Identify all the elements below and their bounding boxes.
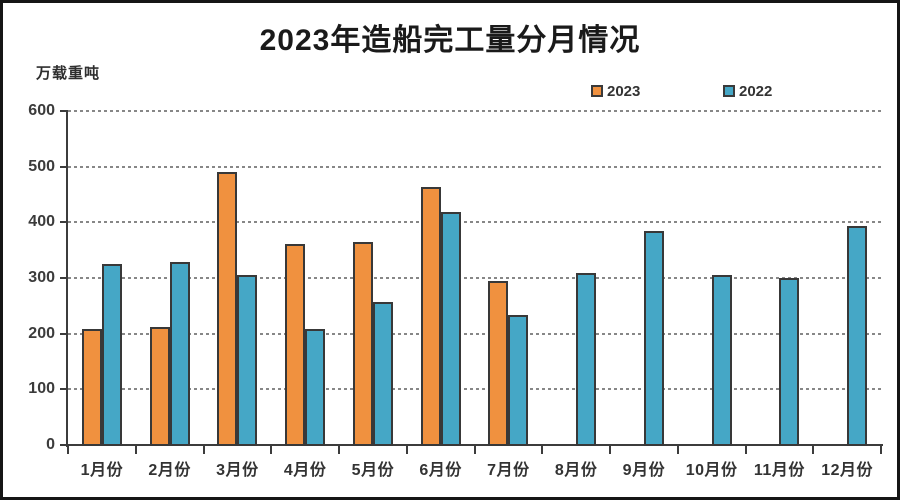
y-tick-500 xyxy=(60,165,68,168)
y-tick-300 xyxy=(60,277,68,279)
bar-2023-m1 xyxy=(82,329,102,446)
bar-2023-m7 xyxy=(488,281,508,446)
y-tick-label-300: 300 xyxy=(28,269,55,286)
bar-2023-m6 xyxy=(421,187,441,446)
x-label-m2: 2月份 xyxy=(148,462,191,479)
bar-2022-m5 xyxy=(373,302,393,446)
y-tick-label-600: 600 xyxy=(28,102,55,119)
x-tick-3 xyxy=(270,446,273,454)
legend-label-2023: 2023 xyxy=(607,82,641,100)
y-tick-label-400: 400 xyxy=(28,213,55,231)
x-label-m3: 3月份 xyxy=(216,462,259,479)
x-tick-1 xyxy=(134,446,137,454)
x-label-m1: 1月份 xyxy=(80,462,124,479)
bar-2023-m3 xyxy=(217,172,237,446)
x-axis-line xyxy=(66,444,883,446)
y-tick-label-500: 500 xyxy=(28,157,55,175)
x-tick-10 xyxy=(744,446,747,454)
x-tick-0 xyxy=(67,446,69,454)
gridline-600 xyxy=(68,110,881,112)
x-tick-12 xyxy=(880,446,882,454)
x-tick-7 xyxy=(541,446,544,454)
x-label-m10: 10月份 xyxy=(685,462,738,479)
x-label-m8: 8月份 xyxy=(554,462,598,479)
x-label-m12: 12月份 xyxy=(821,462,874,479)
y-axis-unit-label: 万载重吨 xyxy=(36,65,101,82)
bar-2022-m1 xyxy=(102,264,122,446)
bar-2022-m10 xyxy=(712,275,732,446)
bar-2023-m2 xyxy=(150,327,170,446)
gridline-100 xyxy=(68,388,881,391)
x-tick-4 xyxy=(338,446,340,454)
x-tick-9 xyxy=(676,446,679,454)
y-tick-100 xyxy=(60,388,68,391)
y-tick-0 xyxy=(60,444,68,446)
bar-2022-m2 xyxy=(170,262,190,446)
x-label-m6: 6月份 xyxy=(419,462,462,479)
x-label-m5: 5月份 xyxy=(351,462,395,479)
bar-2022-m6 xyxy=(441,212,461,446)
x-tick-5 xyxy=(405,446,408,454)
gridline-300 xyxy=(68,277,881,279)
legend-item-2023: 2023 xyxy=(591,82,641,100)
bar-2022-m4 xyxy=(305,329,325,446)
x-tick-2 xyxy=(202,446,205,454)
x-label-m4: 4月份 xyxy=(283,462,327,479)
bar-2023-m5 xyxy=(353,242,373,446)
x-tick-8 xyxy=(609,446,611,454)
x-label-m9: 9月份 xyxy=(622,462,666,479)
y-tick-400 xyxy=(60,221,68,224)
bar-2022-m12 xyxy=(847,226,867,446)
bar-2022-m8 xyxy=(576,273,596,446)
legend-swatch-2023 xyxy=(591,85,603,97)
chart-title: 2023年造船完工量分月情况 xyxy=(259,24,641,57)
legend-label-2022: 2022 xyxy=(739,82,773,100)
gridline-500 xyxy=(68,165,881,168)
y-tick-label-0: 0 xyxy=(46,436,55,453)
y-axis-line xyxy=(66,111,68,447)
y-tick-200 xyxy=(60,332,68,335)
y-tick-600 xyxy=(60,110,68,112)
bar-2022-m3 xyxy=(237,275,257,446)
y-tick-label-200: 200 xyxy=(28,324,55,342)
x-label-m7: 7月份 xyxy=(487,462,530,479)
bar-2023-m4 xyxy=(285,244,305,446)
x-tick-6 xyxy=(473,446,476,454)
bar-2022-m11 xyxy=(779,278,799,446)
bar-2022-m9 xyxy=(644,231,664,446)
x-tick-11 xyxy=(812,446,815,454)
x-label-m11: 11月份 xyxy=(753,462,805,479)
y-tick-label-100: 100 xyxy=(28,380,55,398)
legend-item-2022: 2022 xyxy=(723,82,773,100)
bar-2022-m7 xyxy=(508,315,528,446)
legend-swatch-2022 xyxy=(723,85,735,97)
gridline-200 xyxy=(68,332,881,335)
gridline-400 xyxy=(68,221,881,224)
